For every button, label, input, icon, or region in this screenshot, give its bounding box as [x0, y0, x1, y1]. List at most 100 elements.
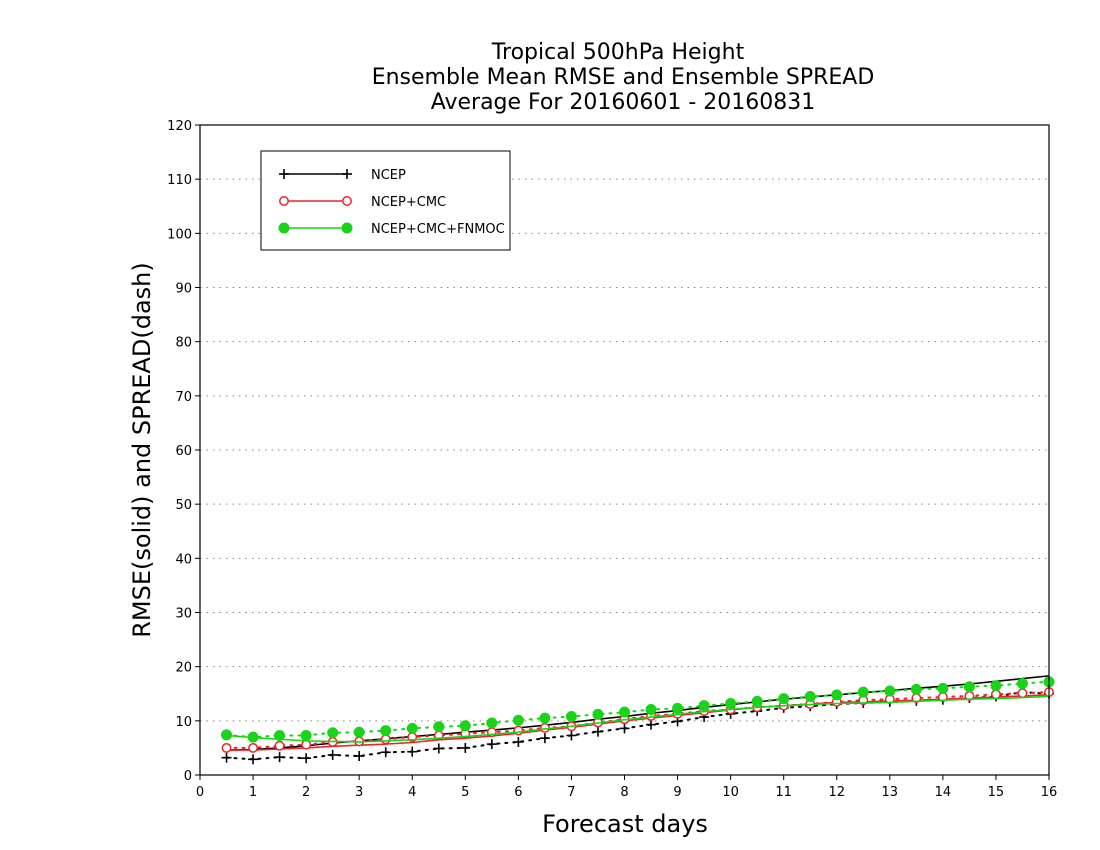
ncep-cmc-fnmoc-spread-line: [225, 680, 1050, 739]
legend-item-ncep: NCEP: [279, 168, 406, 183]
ncep-spread-point: [513, 736, 524, 747]
legend-marker-ncep: [342, 169, 352, 179]
ncep-cmc-fnmoc-spread-point: [592, 708, 604, 720]
legend-label-ncep-cmc: NCEP+CMC: [371, 195, 446, 210]
x-tick-label-8: 8: [620, 785, 628, 800]
ncep-spread-point: [221, 752, 232, 763]
x-tick-label-0: 0: [196, 785, 204, 800]
series-ncep-cmc-fnmoc: [221, 676, 1055, 743]
x-axis-ticks: 0 1 2 3 4 5 6 7 8 9 10 11 12 13 14 15 16: [196, 775, 1057, 800]
ncep-cmc-fnmoc-spread-point: [300, 729, 312, 741]
ncep-cmc-fnmoc-spread-point: [459, 720, 471, 732]
legend-marker-ncep-cmc: [279, 196, 289, 206]
x-axis-label: Forecast days: [542, 810, 708, 838]
y-tick-label-120: 120: [167, 119, 192, 134]
ncep-spread-point: [380, 747, 391, 758]
x-tick-label-4: 4: [408, 785, 416, 800]
ncep-spread-point: [592, 726, 603, 737]
ncep-spread-point: [274, 752, 285, 763]
ncep-spread-point: [539, 733, 550, 744]
legend-label-ncep-cmc-fnmoc: NCEP+CMC+FNMOC: [371, 222, 505, 237]
ncep-spread-point: [301, 753, 312, 764]
y-tick-label-80: 80: [175, 336, 192, 351]
x-tick-label-10: 10: [722, 785, 739, 800]
y-tick-label-60: 60: [175, 444, 192, 459]
legend-marker-ncep-cmc-fnmoc: [278, 222, 290, 234]
x-tick-label-12: 12: [828, 785, 845, 800]
x-tick-label-13: 13: [882, 785, 899, 800]
ncep-spread-point: [566, 730, 577, 741]
x-tick-label-9: 9: [673, 785, 681, 800]
ncep-cmc-spread-point: [380, 734, 391, 745]
ncep-cmc-fnmoc-spread-point: [725, 698, 737, 709]
ncep-cmc-fnmoc-spread-point: [698, 700, 710, 712]
ncep-cmc-fnmoc-spread-point: [327, 727, 339, 739]
y-tick-label-20: 20: [175, 661, 192, 676]
ncep-cmc-fnmoc-spread-point: [778, 693, 790, 705]
y-tick-label-100: 100: [167, 227, 192, 242]
ncep-cmc-spread-point: [990, 689, 1001, 700]
x-tick-label-11: 11: [775, 785, 792, 800]
ncep-spread-point: [460, 742, 471, 753]
ncep-cmc-fnmoc-spread-point: [1016, 677, 1028, 689]
ncep-cmc-fnmoc-spread-point: [804, 690, 816, 702]
ncep-spread-point: [646, 719, 657, 730]
ncep-cmc-fnmoc-spread-point: [512, 714, 524, 726]
legend-label-ncep: NCEP: [371, 168, 406, 183]
ncep-spread-point: [407, 746, 418, 757]
ncep-spread-point: [354, 751, 365, 762]
ncep-cmc-fnmoc-spread-point: [353, 726, 365, 738]
ncep-cmc-rmse-line: [226, 694, 1050, 751]
ncep-cmc-fnmoc-rmse-line: [226, 695, 1050, 743]
ncep-cmc-fnmoc-spread-point: [857, 686, 869, 698]
ncep-cmc-fnmoc-spread-point: [406, 722, 418, 734]
ncep-cmc-fnmoc-spread-point: [990, 680, 1002, 692]
chart-title-line-1: Tropical 500hPa Height: [491, 40, 745, 65]
ncep-cmc-spread-point: [248, 742, 259, 753]
y-tick-label-30: 30: [175, 607, 192, 622]
x-tick-label-3: 3: [355, 785, 363, 800]
x-tick-label-2: 2: [302, 785, 310, 800]
y-tick-label-50: 50: [175, 498, 192, 513]
ncep-cmc-fnmoc-spread-point: [645, 703, 657, 715]
ncep-cmc-fnmoc-spread-point: [619, 706, 630, 718]
ncep-spread-line: [225, 691, 1050, 761]
legend: NCEP NCEP+CMC NCEP+CMC+FNMOC: [260, 150, 511, 251]
y-tick-label-90: 90: [175, 282, 192, 297]
x-tick-label-16: 16: [1041, 785, 1058, 800]
ncep-cmc-fnmoc-spread-point: [274, 729, 286, 741]
y-axis-label: RMSE(solid) and SPREAD(dash): [128, 262, 156, 638]
ncep-spread-point: [327, 749, 338, 760]
ncep-spread-point: [619, 723, 630, 734]
series-layer: [221, 675, 1055, 765]
ncep-cmc-fnmoc-spread-point: [539, 712, 551, 724]
y-tick-label-10: 10: [175, 715, 192, 730]
ncep-cmc-fnmoc-spread-point: [831, 689, 843, 701]
ncep-spread-point: [248, 754, 259, 765]
ncep-cmc-fnmoc-spread-point: [565, 711, 577, 722]
legend-item-ncep-cmc: NCEP+CMC: [279, 195, 446, 210]
ncep-cmc-fnmoc-spread-point: [884, 685, 896, 697]
ncep-cmc-spread-point: [221, 742, 232, 753]
ncep-cmc-fnmoc-spread-point: [486, 717, 498, 729]
legend-item-ncep-cmc-fnmoc: NCEP+CMC+FNMOC: [278, 222, 505, 237]
ncep-rmse-line: [226, 675, 1050, 751]
ncep-cmc-fnmoc-spread-point: [221, 729, 233, 741]
ncep-cmc-fnmoc-spread-point: [937, 682, 949, 694]
ncep-cmc-fnmoc-spread-point: [433, 721, 445, 733]
x-tick-label-6: 6: [514, 785, 522, 800]
ncep-cmc-fnmoc-spread-point: [963, 681, 975, 693]
x-tick-label-15: 15: [988, 785, 1005, 800]
ncep-spread-point: [433, 743, 444, 754]
ncep-cmc-fnmoc-spread-point: [380, 725, 392, 737]
ncep-cmc-spread-point: [1017, 688, 1028, 699]
ncep-cmc-spread-point: [274, 740, 285, 751]
legend-marker-ncep: [279, 169, 289, 179]
ncep-spread-point: [486, 739, 497, 750]
ncep-cmc-fnmoc-spread-point: [910, 683, 922, 695]
x-tick-label-5: 5: [461, 785, 469, 800]
ncep-cmc-spread-point: [513, 725, 524, 736]
x-tick-label-7: 7: [567, 785, 575, 800]
legend-marker-ncep-cmc: [342, 196, 352, 206]
